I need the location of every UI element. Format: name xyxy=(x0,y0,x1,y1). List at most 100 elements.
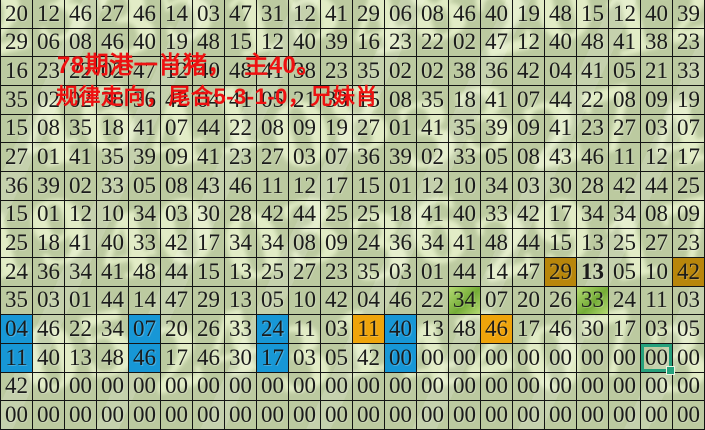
grid-cell[interactable]: 20 xyxy=(513,286,545,316)
grid-cell[interactable]: 00 xyxy=(545,372,577,402)
grid-cell[interactable]: 24 xyxy=(609,286,641,316)
grid-cell[interactable]: 02 xyxy=(65,85,97,115)
grid-cell[interactable]: 00 xyxy=(97,401,129,430)
grid-cell[interactable]: 39 xyxy=(33,171,65,201)
grid-cell[interactable]: 48 xyxy=(193,28,225,58)
grid-cell[interactable]: 34 xyxy=(449,286,481,316)
grid-cell[interactable]: 48 xyxy=(481,229,513,258)
grid-cell[interactable]: 30 xyxy=(193,200,225,230)
grid-cell[interactable]: 00 xyxy=(673,401,705,430)
grid-cell[interactable]: 40 xyxy=(289,28,321,58)
grid-cell[interactable]: 13 xyxy=(577,229,609,258)
grid-cell[interactable]: 03 xyxy=(513,171,545,201)
grid-cell[interactable]: 48 xyxy=(225,57,257,86)
grid-cell[interactable]: 15 xyxy=(1,114,33,144)
grid-cell[interactable]: 01 xyxy=(65,286,97,316)
grid-cell[interactable]: 11 xyxy=(289,315,321,344)
grid-cell[interactable]: 00 xyxy=(673,372,705,402)
grid-cell[interactable]: 35 xyxy=(353,57,385,86)
grid-cell[interactable]: 36 xyxy=(481,57,513,86)
grid-cell[interactable]: 07 xyxy=(321,143,353,172)
grid-cell[interactable]: 10 xyxy=(641,257,673,287)
grid-cell[interactable]: 44 xyxy=(289,200,321,230)
grid-cell[interactable]: 08 xyxy=(385,85,417,115)
grid-cell[interactable]: 13 xyxy=(417,315,449,344)
grid-cell[interactable]: 07 xyxy=(513,85,545,115)
grid-cell[interactable]: 23 xyxy=(321,57,353,86)
grid-cell[interactable]: 42 xyxy=(673,257,705,287)
grid-cell[interactable]: 01 xyxy=(385,114,417,144)
grid-cell[interactable]: 38 xyxy=(289,57,321,86)
grid-cell[interactable]: 23 xyxy=(321,257,353,287)
grid-cell[interactable]: 00 xyxy=(481,343,513,373)
grid-cell[interactable]: 27 xyxy=(353,114,385,144)
grid-cell[interactable]: 46 xyxy=(193,343,225,373)
grid-cell[interactable]: 41 xyxy=(545,114,577,144)
grid-cell[interactable]: 29 xyxy=(1,28,33,58)
grid-cell[interactable]: 48 xyxy=(129,257,161,287)
grid-cell[interactable]: 11 xyxy=(1,343,33,373)
grid-cell[interactable]: 04 xyxy=(1,315,33,344)
grid-cell[interactable]: 00 xyxy=(193,401,225,430)
grid-cell[interactable]: 08 xyxy=(65,28,97,58)
grid-cell[interactable]: 01 xyxy=(33,200,65,230)
grid-cell[interactable]: 00 xyxy=(161,401,193,430)
grid-cell[interactable]: 40 xyxy=(97,229,129,258)
grid-cell[interactable]: 42 xyxy=(513,200,545,230)
grid-cell[interactable]: 33 xyxy=(129,229,161,258)
grid-cell[interactable]: 41 xyxy=(417,200,449,230)
grid-cell[interactable]: 12 xyxy=(65,200,97,230)
grid-cell[interactable]: 00 xyxy=(481,372,513,402)
grid-cell[interactable]: 02 xyxy=(97,57,129,86)
grid-cell[interactable]: 22 xyxy=(577,85,609,115)
grid-cell[interactable]: 00 xyxy=(385,343,417,373)
grid-cell[interactable]: 48 xyxy=(97,343,129,373)
grid-cell[interactable]: 12 xyxy=(33,0,65,29)
grid-cell[interactable]: 33 xyxy=(97,171,129,201)
grid-cell[interactable]: 03 xyxy=(641,315,673,344)
grid-cell[interactable]: 22 xyxy=(65,315,97,344)
grid-cell[interactable]: 24 xyxy=(1,257,33,287)
grid-cell[interactable]: 11 xyxy=(641,286,673,316)
grid-cell[interactable]: 27 xyxy=(257,143,289,172)
grid-cell[interactable]: 00 xyxy=(641,401,673,430)
grid-cell[interactable]: 42 xyxy=(513,57,545,86)
grid-cell[interactable]: 19 xyxy=(321,114,353,144)
grid-cell[interactable]: 46 xyxy=(33,315,65,344)
grid-cell[interactable]: 21 xyxy=(289,85,321,115)
grid-cell[interactable]: 10 xyxy=(449,171,481,201)
grid-cell[interactable]: 22 xyxy=(417,286,449,316)
grid-cell[interactable]: 09 xyxy=(289,114,321,144)
grid-cell[interactable]: 35 xyxy=(417,85,449,115)
grid-cell[interactable]: 40 xyxy=(481,0,513,29)
grid-cell[interactable]: 04 xyxy=(193,85,225,115)
grid-cell[interactable]: 02 xyxy=(417,57,449,86)
grid-cell[interactable]: 15 xyxy=(353,85,385,115)
grid-cell[interactable]: 00 xyxy=(385,401,417,430)
grid-cell[interactable]: 30 xyxy=(225,343,257,373)
grid-cell[interactable]: 36 xyxy=(1,171,33,201)
grid-cell[interactable]: 41 xyxy=(129,114,161,144)
grid-cell[interactable]: 00 xyxy=(97,372,129,402)
grid-cell[interactable]: 01 xyxy=(417,257,449,287)
grid-cell[interactable]: 16 xyxy=(353,28,385,58)
grid-cell[interactable]: 00 xyxy=(417,372,449,402)
grid-cell[interactable]: 18 xyxy=(449,85,481,115)
grid-cell[interactable]: 41 xyxy=(257,57,289,86)
grid-cell[interactable]: 41 xyxy=(65,143,97,172)
grid-cell[interactable]: 47 xyxy=(225,0,257,29)
grid-cell[interactable]: 29 xyxy=(353,0,385,29)
grid-cell[interactable]: 21 xyxy=(641,57,673,86)
grid-cell[interactable]: 15 xyxy=(577,0,609,29)
grid-cell[interactable]: 23 xyxy=(385,28,417,58)
grid-cell[interactable]: 17 xyxy=(321,171,353,201)
grid-cell[interactable]: 17 xyxy=(609,315,641,344)
grid-cell[interactable]: 03 xyxy=(641,114,673,144)
grid-cell[interactable]: 40 xyxy=(385,315,417,344)
grid-cell[interactable]: 40 xyxy=(33,343,65,373)
grid-cell[interactable]: 40 xyxy=(641,0,673,29)
grid-cell[interactable]: 39 xyxy=(481,114,513,144)
grid-cell[interactable]: 23 xyxy=(673,28,705,58)
grid-cell[interactable]: 34 xyxy=(129,200,161,230)
grid-cell[interactable]: 00 xyxy=(545,401,577,430)
